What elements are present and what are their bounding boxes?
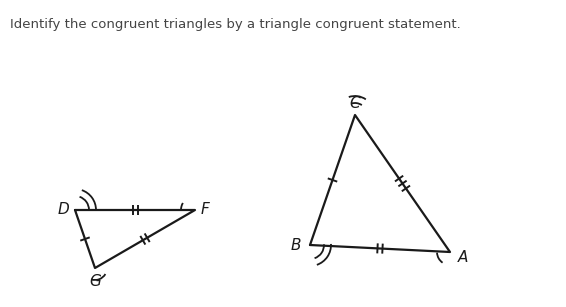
Text: Identify the congruent triangles by a triangle congruent statement.: Identify the congruent triangles by a tr… [10, 18, 461, 31]
Text: A: A [458, 250, 468, 265]
Text: C: C [350, 95, 361, 111]
Text: D: D [57, 203, 69, 217]
Text: B: B [291, 238, 301, 252]
Text: F: F [200, 203, 209, 217]
Text: G: G [89, 274, 101, 289]
